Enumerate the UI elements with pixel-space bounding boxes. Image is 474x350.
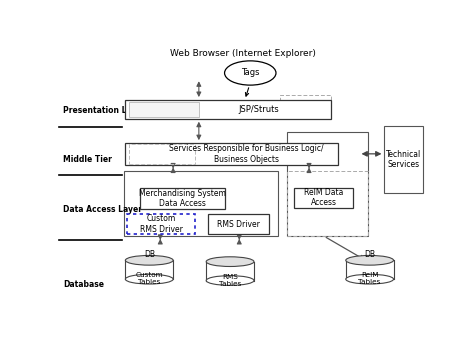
- Text: Presentation Layer: Presentation Layer: [63, 106, 146, 115]
- Bar: [125, 100, 331, 119]
- Bar: [127, 215, 195, 234]
- Text: Tags: Tags: [241, 69, 260, 77]
- Ellipse shape: [346, 256, 393, 265]
- Ellipse shape: [206, 276, 254, 285]
- Bar: [125, 260, 173, 279]
- Ellipse shape: [125, 274, 173, 284]
- Bar: [346, 260, 393, 279]
- Text: DB: DB: [144, 250, 155, 259]
- Bar: [287, 172, 368, 236]
- Text: Web Browser (Internet Explorer): Web Browser (Internet Explorer): [170, 49, 316, 58]
- Text: Data Access Layer: Data Access Layer: [63, 205, 142, 214]
- Text: ReIM Data
Access: ReIM Data Access: [304, 188, 344, 207]
- Ellipse shape: [125, 256, 173, 265]
- Text: Database: Database: [63, 280, 104, 289]
- Text: DB: DB: [364, 250, 375, 259]
- Ellipse shape: [346, 274, 393, 284]
- Bar: [129, 145, 195, 164]
- Text: Middle Tier: Middle Tier: [63, 155, 112, 164]
- Bar: [208, 215, 269, 234]
- Bar: [140, 188, 225, 209]
- Text: Custom
Tables: Custom Tables: [136, 272, 163, 285]
- Text: Merchandising System
Data Access: Merchandising System Data Access: [139, 189, 226, 208]
- Text: RMS
Tables: RMS Tables: [219, 274, 241, 287]
- Bar: [294, 188, 353, 208]
- Ellipse shape: [225, 61, 276, 85]
- Text: JSP/Struts: JSP/Struts: [239, 105, 280, 114]
- Text: ReIM
Tables: ReIM Tables: [358, 272, 381, 285]
- Bar: [125, 143, 338, 164]
- Bar: [129, 102, 199, 118]
- Bar: [280, 94, 331, 119]
- Text: Technical
Services: Technical Services: [386, 149, 421, 169]
- Bar: [206, 262, 254, 280]
- Bar: [124, 172, 278, 236]
- Bar: [287, 132, 368, 236]
- Text: RMS Driver: RMS Driver: [217, 220, 260, 229]
- Text: Services Responsible for Business Logic/
Business Objects: Services Responsible for Business Logic/…: [169, 144, 324, 163]
- Bar: [384, 126, 423, 193]
- Ellipse shape: [206, 257, 254, 266]
- Text: Custom
RMS Driver: Custom RMS Driver: [140, 215, 182, 234]
